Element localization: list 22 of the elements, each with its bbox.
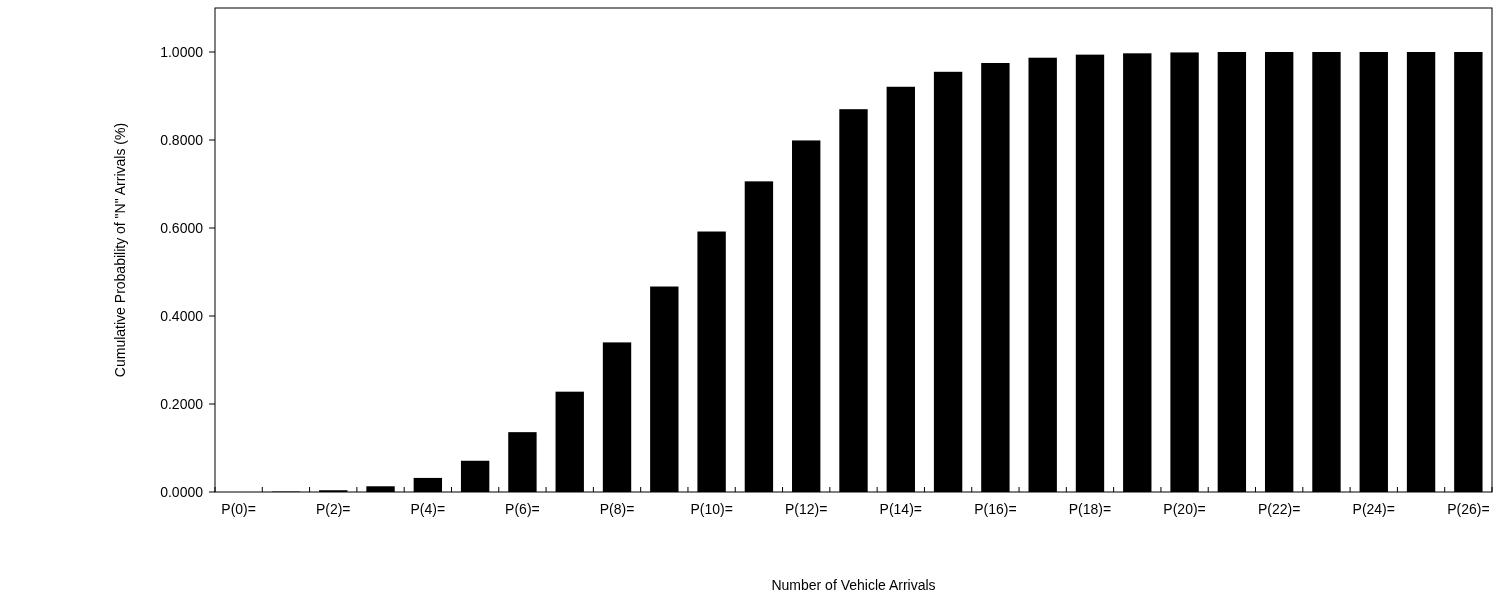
- x-tick-label: P(6)=: [505, 501, 540, 517]
- y-tick-label: 0.0000: [160, 483, 204, 500]
- x-tick-label: P(14)=: [879, 501, 923, 517]
- x-tick-label: P(24)=: [1352, 501, 1395, 517]
- x-tick-label: P(0)=: [221, 501, 256, 517]
- x-tick-label: P(2)=: [315, 501, 351, 517]
- y-tick-label: 0.6000: [160, 219, 204, 236]
- x-tick-label: P(20)=: [1163, 501, 1206, 517]
- x-tick-label: P(12)=: [784, 501, 828, 517]
- y-tick-label: 1.0000: [160, 43, 204, 60]
- x-tick-label: P(16)=: [974, 501, 1017, 517]
- x-tick-label: P(22)=: [1257, 501, 1301, 517]
- x-tick-label: P(18)=: [1068, 501, 1112, 517]
- x-tick-label: P(10)=: [690, 501, 733, 517]
- y-axis-title: Cumulative Probability of "N" Arrivals (%): [112, 122, 128, 378]
- y-tick-label: 0.8000: [160, 131, 204, 148]
- y-tick-label: 0.4000: [160, 307, 204, 324]
- y-tick-label: 0.2000: [160, 395, 204, 412]
- x-tick-label: P(8)=: [599, 501, 635, 517]
- x-tick-label: P(4)=: [410, 501, 446, 517]
- x-tick-label: P(26)=: [1447, 501, 1490, 517]
- x-axis-title: Number of Vehicle Arrivals: [771, 577, 936, 593]
